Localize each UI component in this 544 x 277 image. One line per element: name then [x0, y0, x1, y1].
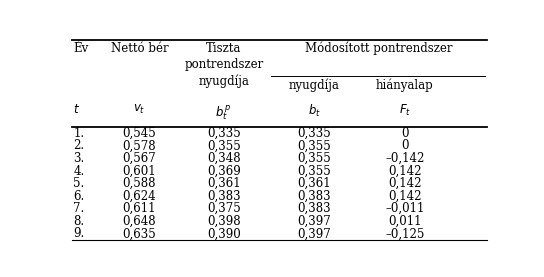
- Text: 0,383: 0,383: [298, 190, 331, 203]
- Text: 0,361: 0,361: [207, 177, 240, 190]
- Text: $b_t^{\,p}$: $b_t^{\,p}$: [215, 102, 232, 122]
- Text: Módosított pontrendszer: Módosított pontrendszer: [305, 42, 452, 55]
- Text: 0,635: 0,635: [122, 227, 156, 240]
- Text: 0,398: 0,398: [207, 215, 240, 228]
- Text: 0,335: 0,335: [207, 127, 240, 140]
- Text: 0,355: 0,355: [298, 139, 331, 152]
- Text: –0,011: –0,011: [385, 202, 424, 215]
- Text: 0,335: 0,335: [298, 127, 331, 140]
- Text: 2.: 2.: [73, 139, 85, 152]
- Text: 0,348: 0,348: [207, 152, 240, 165]
- Text: 0,390: 0,390: [207, 227, 240, 240]
- Text: 7.: 7.: [73, 202, 85, 215]
- Text: 0,567: 0,567: [122, 152, 156, 165]
- Text: 0,355: 0,355: [298, 152, 331, 165]
- Text: 5.: 5.: [73, 177, 85, 190]
- Text: 0,142: 0,142: [388, 165, 422, 178]
- Text: Nettó bér: Nettó bér: [110, 42, 168, 55]
- Text: 0,397: 0,397: [298, 215, 331, 228]
- Text: 0,648: 0,648: [123, 215, 156, 228]
- Text: Tiszta
pontrendszer
nyugdíja: Tiszta pontrendszer nyugdíja: [184, 42, 263, 88]
- Text: 0,383: 0,383: [298, 202, 331, 215]
- Text: 0,545: 0,545: [122, 127, 156, 140]
- Text: –0,125: –0,125: [385, 227, 424, 240]
- Text: 0,397: 0,397: [298, 227, 331, 240]
- Text: 0,355: 0,355: [207, 139, 240, 152]
- Text: 0,588: 0,588: [123, 177, 156, 190]
- Text: 3.: 3.: [73, 152, 85, 165]
- Text: 0,383: 0,383: [207, 190, 240, 203]
- Text: 0,375: 0,375: [207, 202, 240, 215]
- Text: 1.: 1.: [73, 127, 85, 140]
- Text: 0,601: 0,601: [123, 165, 156, 178]
- Text: –0,142: –0,142: [385, 152, 424, 165]
- Text: 0: 0: [401, 139, 409, 152]
- Text: 0,011: 0,011: [388, 215, 422, 228]
- Text: 0,578: 0,578: [123, 139, 156, 152]
- Text: 0,369: 0,369: [207, 165, 240, 178]
- Text: 0,142: 0,142: [388, 190, 422, 203]
- Text: $F_t$: $F_t$: [399, 102, 411, 118]
- Text: 0,142: 0,142: [388, 177, 422, 190]
- Text: 0,611: 0,611: [123, 202, 156, 215]
- Text: 0,624: 0,624: [123, 190, 156, 203]
- Text: $t$: $t$: [73, 102, 81, 116]
- Text: 8.: 8.: [73, 215, 85, 228]
- Text: $v_t$: $v_t$: [133, 102, 146, 116]
- Text: 0,361: 0,361: [298, 177, 331, 190]
- Text: 4.: 4.: [73, 165, 85, 178]
- Text: 0: 0: [401, 127, 409, 140]
- Text: Év: Év: [73, 42, 89, 55]
- Text: 9.: 9.: [73, 227, 85, 240]
- Text: 6.: 6.: [73, 190, 85, 203]
- Text: 0,355: 0,355: [298, 165, 331, 178]
- Text: nyugdíja: nyugdíja: [289, 78, 340, 91]
- Text: hiányalap: hiányalap: [376, 78, 434, 91]
- Text: $b_t$: $b_t$: [308, 102, 321, 119]
